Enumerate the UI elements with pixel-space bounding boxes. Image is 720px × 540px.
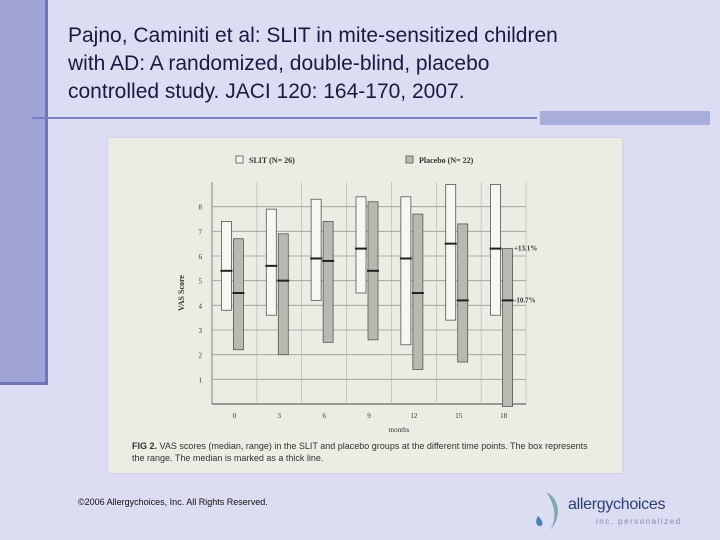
x-tick-label: 3: [278, 412, 282, 420]
box-placebo: [322, 221, 334, 343]
allergychoices-logo: allergychoices inc. personalized: [532, 488, 682, 534]
x-axis-label: months: [389, 426, 410, 434]
legend-label: Placebo (N= 22): [419, 156, 474, 165]
x-tick-label: 6: [322, 412, 326, 420]
box-placebo: [233, 238, 244, 351]
box-slit: [310, 198, 322, 301]
box-slit: [265, 208, 277, 316]
x-tick-label: 0: [233, 412, 237, 420]
y-tick-label: 3: [199, 327, 203, 335]
y-tick-label: 7: [199, 228, 203, 236]
logo-brand: allergychoices: [568, 496, 666, 513]
box-slit: [445, 184, 457, 321]
figure-caption: FIG 2. VAS scores (median, range) in the…: [132, 440, 602, 464]
caption-text: VAS scores (median, range) in the SLIT a…: [132, 441, 588, 463]
title-divider-accent: [540, 111, 710, 125]
slide-title: Pajno, Caminiti et al: SLIT in mite-sens…: [68, 22, 708, 106]
annotation-label: +13.1%: [514, 245, 537, 253]
copyright-text: ©2006 Allergychoices, Inc. All Rights Re…: [78, 497, 268, 507]
figure-panel: 1 2 3 4 5 6 7 8 VAS Score 0 3 6 9 12 15 18 months +13.1% -…: [108, 138, 622, 473]
y-tick-label: 5: [199, 278, 203, 286]
box-placebo: [502, 248, 513, 407]
legend-swatch: [235, 155, 244, 164]
box-slit: [490, 184, 501, 316]
y-tick-label: 1: [199, 376, 203, 384]
title-line-1: Pajno, Caminiti et al: SLIT in mite-sens…: [68, 24, 558, 47]
box-slit: [221, 221, 232, 311]
x-tick-label: 12: [410, 412, 418, 420]
legend-swatch: [405, 155, 414, 164]
y-tick-label: 4: [199, 302, 203, 310]
y-tick-label: 8: [199, 204, 203, 212]
x-tick-label: 18: [500, 412, 508, 420]
box-placebo: [277, 233, 289, 356]
title-line-3: controlled study. JACI 120: 164-170, 200…: [68, 80, 465, 103]
logo-tagline: inc. personalized: [596, 517, 682, 526]
title-divider: [32, 117, 537, 119]
x-tick-label: 9: [367, 412, 371, 420]
annotation-label: -10.7%: [514, 296, 536, 304]
y-tick-label: 2: [199, 352, 203, 360]
title-line-2: with AD: A randomized, double-blind, pla…: [68, 52, 490, 75]
box-slit: [355, 196, 367, 294]
box-placebo: [457, 223, 469, 363]
caption-label: FIG 2.: [132, 441, 158, 451]
y-tick-label: 6: [199, 253, 203, 261]
box-placebo: [412, 213, 424, 370]
x-tick-label: 15: [455, 412, 463, 420]
accent-bar: [0, 0, 48, 385]
box-slit: [400, 196, 412, 346]
legend-label: SLIT (N= 26): [249, 156, 295, 165]
y-axis-label: VAS Score: [177, 275, 186, 311]
logo-swoosh-icon: [536, 492, 558, 530]
